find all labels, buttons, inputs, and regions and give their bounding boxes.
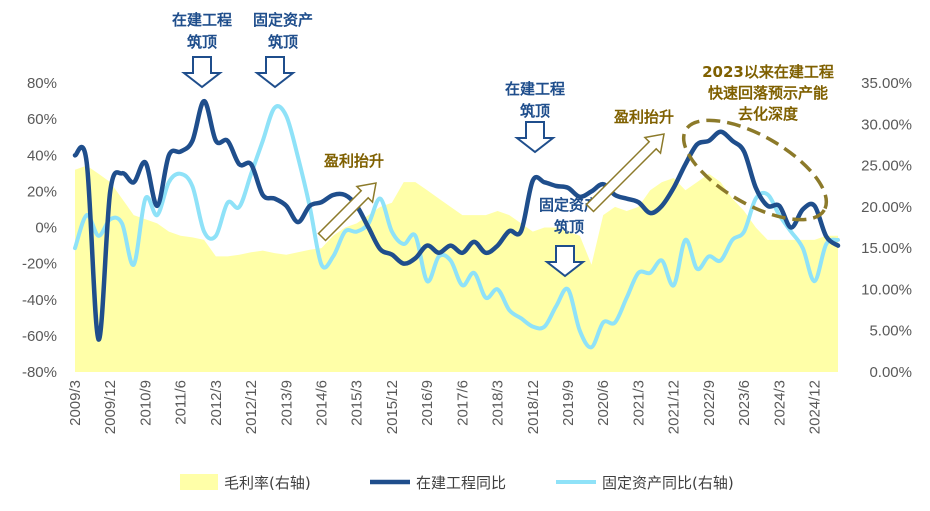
- x-tick-label: 2021/3: [630, 380, 647, 426]
- x-tick-label: 2012/3: [208, 380, 225, 426]
- annotation-cip-peak-1: 在建工程: [172, 11, 232, 29]
- x-tick-label: 2017/6: [454, 380, 471, 426]
- legend: 毛利率(右轴) 在建工程同比 固定资产同比(右轴): [180, 474, 734, 492]
- y-right-tick-label: 0.00%: [869, 364, 912, 381]
- legend-swatch-gross-margin: [180, 474, 218, 490]
- y-right-tick-label: 20.00%: [861, 199, 912, 216]
- annotation-cip-peak-2: 在建工程: [505, 80, 565, 98]
- y-right-tick-label: 35.00%: [861, 75, 912, 92]
- y-left-tick-label: 20%: [27, 183, 57, 200]
- x-tick-label: 2019/9: [560, 380, 577, 426]
- y-left-tick-label: 0%: [35, 220, 57, 237]
- x-tick-label: 2024/12: [807, 380, 824, 434]
- annotation-fixed-asset-peak-1: 固定资产: [253, 11, 313, 29]
- x-tick-label: 2013/9: [278, 380, 295, 426]
- annotation-cip-peak-2: 筑顶: [519, 102, 550, 120]
- y-left-tick-label: -20%: [22, 256, 57, 273]
- annotation-destocking: 去化深度: [738, 105, 799, 123]
- annotation-fixed-asset-peak-2: 固定资产: [539, 196, 599, 214]
- series-lines-layer: [72, 98, 841, 350]
- y-right-tick-label: 30.00%: [861, 116, 912, 133]
- cip-peak-2-down-arrow: [514, 121, 556, 154]
- profit-rise-2-arrow: [585, 133, 665, 213]
- legend-label-gross-margin: 毛利率(右轴): [224, 474, 311, 492]
- x-tick-label: 2021/12: [666, 380, 683, 434]
- y-left-tick-label: 40%: [27, 147, 57, 164]
- x-tick-label: 2011/6: [173, 380, 190, 425]
- y-left-tick-label: -40%: [22, 292, 57, 309]
- cip-peak-1-down-arrow: [181, 56, 223, 89]
- annotations-layer: 在建工程筑顶固定资产筑顶盈利抬升在建工程筑顶固定资产筑顶盈利抬升2023以来在建…: [172, 11, 834, 278]
- fixed-asset-peak-2-down-arrow: [544, 245, 586, 278]
- annotation-profit-rise-2: 盈利抬升: [613, 108, 674, 126]
- x-tick-label: 2022/9: [701, 380, 718, 426]
- y-right-tick-label: 25.00%: [861, 158, 912, 175]
- series-cip-yoy-line: [72, 98, 841, 342]
- annotation-destocking: 2023以来在建工程: [702, 63, 834, 81]
- y-left-tick-label: -60%: [22, 328, 57, 345]
- y-left-tick-label: 80%: [27, 75, 57, 92]
- axes-layer: 80% 60% 40% 20% 0% -20% -40% -60% -80% 35.00% 30.0…: [22, 75, 912, 434]
- x-tick-label: 2018/12: [525, 380, 542, 434]
- x-tick-label: 2010/9: [137, 380, 154, 426]
- destocking-highlight-ellipse: [681, 118, 829, 222]
- x-tick-label: 2018/3: [490, 380, 507, 426]
- x-tick-label: 2016/9: [419, 380, 436, 426]
- annotation-cip-peak-1: 筑顶: [186, 33, 217, 51]
- y-right-tick-label: 10.00%: [861, 281, 912, 298]
- annotation-fixed-asset-peak-1: 筑顶: [267, 33, 298, 51]
- x-tick-label: 2023/6: [736, 380, 753, 426]
- y-left-tick-label: 60%: [27, 111, 57, 128]
- x-tick-label: 2009/12: [102, 380, 119, 434]
- x-tick-label: 2024/3: [771, 380, 788, 426]
- x-tick-label: 2015/12: [384, 380, 401, 434]
- legend-label-fixed-asset-yoy: 固定资产同比(右轴): [602, 474, 734, 492]
- profit-rise-1-arrow: [317, 182, 377, 242]
- y-right-tick-label: 5.00%: [869, 323, 912, 340]
- y-left-tick-label: -80%: [22, 364, 57, 381]
- legend-label-cip-yoy: 在建工程同比: [416, 474, 506, 492]
- fixed-asset-peak-1-down-arrow: [254, 56, 296, 89]
- x-tick-label: 2014/6: [314, 380, 331, 426]
- x-tick-label: 2020/6: [595, 380, 612, 426]
- annotation-profit-rise-1: 盈利抬升: [323, 152, 384, 170]
- x-tick-label: 2009/3: [67, 380, 84, 426]
- series-fixed-asset-yoy-line: [73, 104, 840, 350]
- x-tick-label: 2015/3: [349, 380, 366, 426]
- y-right-tick-label: 15.00%: [861, 240, 912, 257]
- x-tick-label: 2012/12: [243, 380, 260, 434]
- annotation-fixed-asset-peak-2: 筑顶: [553, 218, 584, 236]
- annotation-destocking: 快速回落预示产能: [708, 84, 828, 102]
